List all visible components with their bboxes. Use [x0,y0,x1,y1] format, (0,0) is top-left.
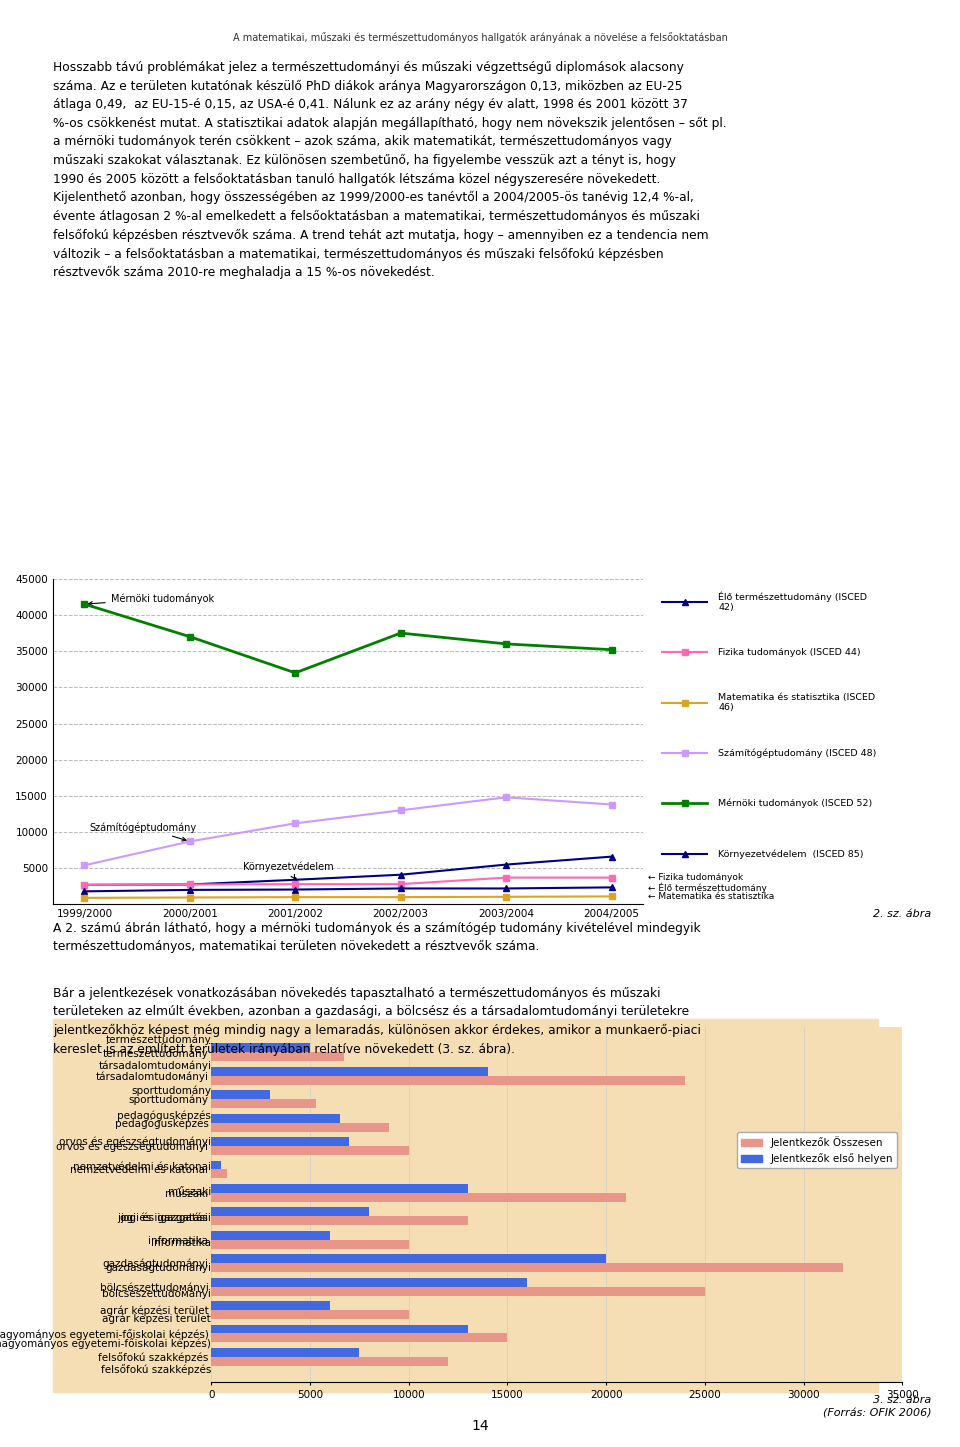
Bar [211,1207,370,1217]
Text: felsőfokú szakképzés: felsőfokú szakképzés [101,1363,211,1375]
Bar [211,1217,468,1226]
Text: társadalomtudомányi: társadalomtudомányi [98,1061,211,1071]
Bar [211,1278,527,1286]
Text: (hagyományos egyetemi-főiskolai képzés): (hagyományos egyetemi-főiskolai képzés) [0,1338,211,1350]
Bar [211,1052,344,1061]
Bar [211,1114,340,1123]
Bar [211,1334,508,1343]
Text: jogi és igazgatási: jogi és igazgatási [120,1213,211,1223]
Bar [211,1066,488,1075]
Text: Környezetvédelem  (ISCED 85): Környezetvédelem (ISCED 85) [718,849,864,858]
Text: bölcsészettudомányi: bölcsészettudомányi [103,1288,211,1298]
Text: pedagógusképzés: pedagógusképzés [117,1111,211,1121]
Text: ← Fizika tudományok: ← Fizika tudományok [648,873,744,883]
Text: Bár a jelentkezések vonatkozásában növekedés tapasztalható a természettudományos: Bár a jelentkezések vonatkozásában növek… [53,987,701,1056]
Text: Matematika és statisztika (ISCED
46): Matematika és statisztika (ISCED 46) [718,693,876,712]
Bar [211,1075,685,1085]
Bar [211,1301,329,1310]
Text: Fizika tudományok (ISCED 44): Fizika tudományok (ISCED 44) [718,648,861,657]
Bar [211,1184,468,1192]
Bar [211,1100,316,1108]
Text: orvos és egészségtudományi: orvos és egészségtudományi [60,1136,211,1146]
Text: Mérnöki tudományok: Mérnöki tudományok [88,593,214,605]
Text: Élő természettudomány (ISCED
42): Élő természettudomány (ISCED 42) [718,592,867,612]
Text: Környezetvédelem: Környezetvédelem [243,862,333,878]
Text: ← Matematika és statisztika: ← Matematika és statisztika [648,891,775,901]
Bar [211,1160,221,1169]
Text: 3. sz. ábra
(Forrás: OFIK 2006): 3. sz. ábra (Forrás: OFIK 2006) [823,1395,931,1418]
Bar [211,1137,349,1146]
Legend: Jelentkezők Összesen, Jelentkezők első helyen: Jelentkezők Összesen, Jelentkezők első h… [737,1132,898,1168]
Text: Mérnöki tudományok (ISCED 52): Mérnöki tudományok (ISCED 52) [718,799,873,809]
Bar [211,1357,448,1366]
Text: Számítógéptudomány (ISCED 48): Számítógéptudomány (ISCED 48) [718,748,876,758]
Text: műszaki: műszaki [168,1187,211,1197]
Bar [211,1146,409,1155]
Text: ← Élő természettudomány: ← Élő természettudomány [648,883,767,893]
Bar [211,1192,626,1202]
Text: természettudomány: természettudomány [106,1035,211,1045]
Text: sporttudomány: sporttudomány [132,1085,211,1095]
Bar [211,1091,271,1100]
Text: nemzetvédelmi és katonai: nemzetvédelmi és katonai [73,1162,211,1172]
Text: A 2. számú ábrán látható, hogy a mérnöki tudományok és a számítógép tudomány kiv: A 2. számú ábrán látható, hogy a mérnöki… [53,922,701,954]
Text: gazdaságtudományi: gazdaságtudományi [106,1263,211,1273]
Bar [211,1349,359,1357]
Text: Számítógéptudomány: Számítógéptudomány [89,822,197,841]
Text: Hosszabb távú problémákat jelez a természettudományi és műszaki végzettségű dipl: Hosszabb távú problémákat jelez a termés… [53,61,727,279]
Text: informatika: informatika [151,1237,211,1247]
Bar [211,1123,389,1132]
Text: agrár képzési terület: agrár képzési terület [103,1314,211,1324]
Bar [211,1043,310,1052]
Bar [211,1240,409,1249]
Bar [211,1324,468,1334]
Text: A matematikai, műszaki és természettudományos hallgatók arányának a növelése a f: A matematikai, műszaki és természettudom… [232,32,728,43]
Bar [211,1310,409,1318]
Text: 2. sz. ábra: 2. sz. ábra [873,909,931,919]
Bar [211,1286,705,1295]
Bar [211,1255,606,1263]
Text: 14: 14 [471,1418,489,1433]
Bar [211,1169,227,1178]
Bar [211,1263,843,1272]
Bar [211,1231,329,1240]
